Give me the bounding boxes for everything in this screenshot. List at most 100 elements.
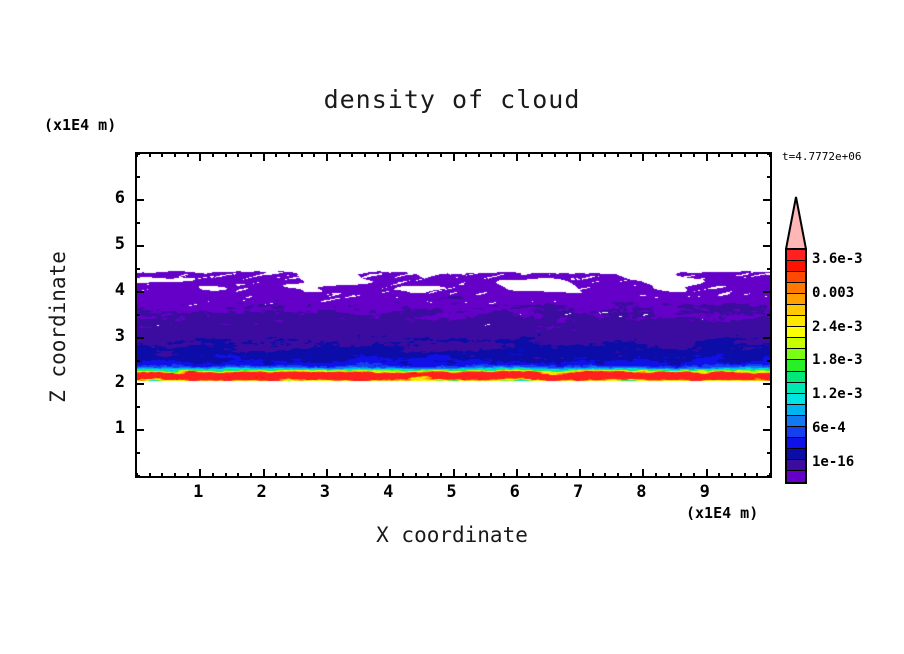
axis-tick	[262, 152, 265, 161]
axis-tick	[211, 152, 214, 157]
axis-tick	[767, 222, 772, 224]
axis-tick	[224, 473, 227, 478]
axis-tick	[249, 152, 252, 157]
axis-tick	[135, 429, 144, 431]
colorbar: 3.6e-3 0.003 2.4e-3 1.8e-3 1.2e-3 6e-4 1e-16	[785, 196, 863, 484]
axis-tick	[617, 152, 620, 157]
colorbar-band	[787, 371, 805, 383]
axis-tick	[693, 152, 696, 157]
axis-tick	[338, 473, 341, 478]
axis-tick	[186, 152, 189, 157]
axis-tick	[477, 152, 480, 157]
axis-tick	[763, 199, 772, 201]
axis-tick	[135, 222, 140, 224]
axis-tick	[173, 473, 176, 478]
axis-tick	[173, 152, 176, 157]
y-tick-label: 6	[114, 188, 125, 208]
axis-tick	[287, 473, 290, 478]
axis-tick	[566, 473, 569, 478]
axis-tick	[389, 469, 392, 478]
colorbar-label: 1e-16	[812, 453, 855, 470]
axis-tick	[262, 469, 265, 478]
colorbar-band	[787, 382, 805, 394]
axis-tick	[763, 429, 772, 431]
axis-tick	[300, 152, 303, 157]
y-tick-label: 3	[114, 326, 125, 346]
colorbar-label: 1.8e-3	[812, 352, 863, 369]
axis-tick	[237, 152, 240, 157]
axis-tick	[655, 152, 658, 157]
axis-tick	[351, 473, 354, 478]
axis-tick	[300, 473, 303, 478]
colorbar-band	[787, 338, 805, 350]
axis-tick	[135, 383, 144, 385]
axis-tick	[275, 473, 278, 478]
x-axis-title: X coordinate	[376, 523, 528, 547]
axis-tick	[135, 176, 140, 178]
axis-tick	[376, 152, 379, 157]
axis-tick	[629, 152, 632, 157]
axis-tick	[515, 469, 518, 478]
axis-tick	[465, 152, 468, 157]
axis-tick	[148, 152, 151, 157]
axis-tick	[579, 469, 582, 478]
axis-tick	[743, 152, 746, 157]
axis-tick	[490, 473, 493, 478]
colorbar-band	[787, 272, 805, 284]
x-tick-label: 6	[509, 482, 520, 502]
axis-tick	[135, 452, 140, 454]
axis-tick	[135, 291, 144, 293]
contour-field	[137, 154, 770, 476]
axis-tick	[503, 152, 506, 157]
axis-tick	[718, 152, 721, 157]
axis-tick	[161, 473, 164, 478]
x-tick-label: 1	[193, 482, 204, 502]
axis-tick	[541, 152, 544, 157]
axis-tick	[743, 473, 746, 478]
axis-tick	[718, 473, 721, 478]
colorbar-band	[787, 470, 805, 482]
x-axis-units-label: (x1E4 m)	[686, 504, 759, 522]
axis-tick	[642, 152, 645, 161]
axis-tick	[693, 473, 696, 478]
axis-tick	[135, 337, 144, 339]
axis-tick	[351, 152, 354, 157]
axis-tick	[655, 473, 658, 478]
axis-tick	[452, 152, 455, 161]
axis-tick	[135, 199, 144, 201]
axis-tick	[680, 473, 683, 478]
axis-tick	[376, 473, 379, 478]
time-annotation: t=4.7772e+06	[782, 150, 862, 163]
y-tick-label: 5	[114, 234, 125, 254]
colorbar-band	[787, 415, 805, 427]
axis-tick	[528, 152, 531, 157]
axis-tick	[325, 152, 328, 161]
axis-tick	[275, 152, 278, 157]
axis-tick	[452, 469, 455, 478]
axis-tick	[579, 152, 582, 161]
axis-tick	[767, 406, 772, 408]
plot-frame	[135, 152, 772, 478]
x-tick-label: 3	[319, 482, 331, 502]
colorbar-label: 0.003	[812, 284, 855, 301]
axis-tick	[591, 473, 594, 478]
axis-tick	[767, 314, 772, 316]
axis-tick	[313, 473, 316, 478]
colorbar-band	[787, 393, 805, 405]
axis-tick	[642, 469, 645, 478]
colorbar-band	[787, 404, 805, 416]
axis-tick	[389, 152, 392, 161]
axis-tick	[629, 473, 632, 478]
colorbar-band	[787, 305, 805, 317]
axis-tick	[767, 153, 772, 155]
axis-tick	[705, 469, 708, 478]
axis-tick	[199, 469, 202, 478]
axis-tick	[541, 473, 544, 478]
y-tick-label: 2	[114, 372, 125, 392]
colorbar-band	[787, 327, 805, 339]
colorbar-extend-arrow-icon	[785, 196, 807, 250]
axis-tick	[224, 152, 227, 157]
axis-tick	[338, 152, 341, 157]
axis-tick	[414, 473, 417, 478]
axis-tick	[161, 152, 164, 157]
